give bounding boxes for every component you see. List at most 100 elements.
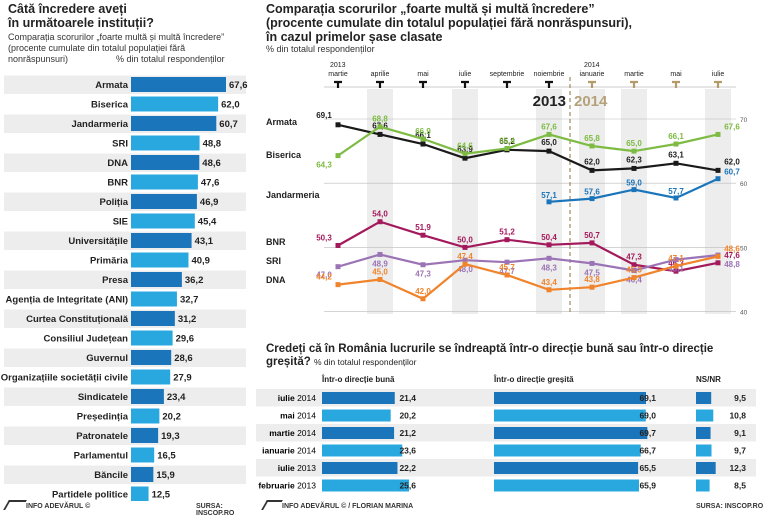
direction-bar bbox=[696, 462, 716, 474]
data-point bbox=[462, 261, 468, 267]
data-point bbox=[420, 136, 426, 142]
direction-row-label: iulie 2014 bbox=[278, 393, 317, 403]
direction-bar bbox=[322, 409, 391, 422]
bar-value-label: 15,9 bbox=[156, 470, 175, 481]
direction-row-month: mai bbox=[280, 411, 297, 421]
data-label: 63,1 bbox=[668, 150, 684, 159]
data-point bbox=[377, 131, 383, 137]
bar-value-label: 48,6 bbox=[202, 158, 221, 169]
direction-row-year: 2014 bbox=[297, 446, 316, 456]
series-name-label: BNR bbox=[266, 237, 286, 247]
direction-bar bbox=[322, 392, 395, 404]
left-subtitle: Comparația scorurilor „foarte multă și m… bbox=[8, 32, 248, 65]
data-point bbox=[673, 141, 679, 147]
left-title-line1: Câtă încredere aveți bbox=[8, 2, 127, 16]
institutions-bar-chart: Armata 67,6 Biserica 62,0 Jandarmeria 60,7 SRI… bbox=[1, 75, 248, 501]
left-subtitle-line2: (procente cumulate din totalul populație… bbox=[8, 43, 186, 53]
series-name-label: Jandarmeria bbox=[266, 190, 321, 200]
data-label: 48,6 bbox=[724, 244, 740, 253]
data-point bbox=[631, 187, 637, 193]
direction-value-label: 10,8 bbox=[729, 411, 746, 421]
bar-value-label: 62,0 bbox=[221, 100, 240, 111]
adevarul-logo-icon-right bbox=[261, 500, 283, 510]
bar-value-label: 19,3 bbox=[161, 431, 180, 442]
data-point bbox=[589, 143, 595, 149]
direction-value-label: 9,5 bbox=[734, 393, 746, 403]
data-label: 62,0 bbox=[724, 157, 740, 166]
direction-value-label: 65,5 bbox=[639, 463, 656, 473]
bar-category-label: Organizațiile societății civile bbox=[1, 373, 128, 384]
month-marker-icon bbox=[376, 80, 384, 88]
bar-value-label: 67,6 bbox=[229, 80, 248, 91]
data-label: 59,0 bbox=[626, 179, 642, 188]
data-label: 51,9 bbox=[415, 223, 431, 232]
data-point bbox=[631, 148, 637, 154]
trust-line-chart: 70 60 50 40 martie aprilie mai iulie septembrie n… bbox=[266, 62, 748, 317]
direction-value-label: 20,2 bbox=[399, 411, 416, 421]
data-label: 42,0 bbox=[415, 287, 431, 296]
data-label: 47,5 bbox=[584, 268, 600, 277]
bar-row-bg bbox=[4, 309, 246, 328]
direction-bar bbox=[494, 409, 646, 422]
direction-bar bbox=[494, 462, 639, 474]
direction-value-label: 12,3 bbox=[729, 463, 746, 473]
bar bbox=[131, 155, 200, 170]
data-label: 65,2 bbox=[499, 137, 515, 146]
data-point bbox=[462, 151, 468, 157]
left-footer-right: SURSA: INSCOP.RO bbox=[196, 503, 235, 517]
data-point bbox=[589, 167, 595, 173]
direction-value-label: 69,7 bbox=[639, 428, 656, 438]
x-axis-label: noiembrie bbox=[534, 71, 565, 78]
data-label: 48,1 bbox=[668, 265, 684, 274]
data-label: 48,8 bbox=[724, 260, 740, 269]
data-label: 47,6 bbox=[724, 251, 740, 260]
data-point bbox=[589, 196, 595, 202]
left-title-line2: în următoarele instituții? bbox=[8, 16, 154, 30]
data-point bbox=[673, 257, 679, 263]
data-label: 45,3 bbox=[626, 266, 642, 275]
direction-value-label: 21,4 bbox=[399, 393, 416, 403]
data-point bbox=[504, 237, 510, 243]
bar-row-bg bbox=[4, 368, 246, 387]
bar bbox=[131, 194, 197, 209]
data-label: 60,7 bbox=[724, 168, 740, 177]
bar bbox=[131, 369, 171, 385]
series-name-label: DNA bbox=[266, 275, 286, 285]
bar-value-label: 48,8 bbox=[203, 139, 222, 150]
direction-row-label: martie 2014 bbox=[269, 428, 316, 438]
year-label-2013: 2013 bbox=[330, 62, 346, 69]
bar-value-label: 31,2 bbox=[178, 314, 197, 325]
bar-category-label: Președinția bbox=[77, 412, 129, 423]
bar-category-label: Presa bbox=[102, 275, 129, 286]
data-point bbox=[377, 219, 383, 225]
data-point bbox=[673, 268, 679, 274]
direction-column-header: Într-o direcție bună bbox=[321, 375, 395, 384]
bar bbox=[131, 408, 160, 424]
right-title: Comparația scorurilor „foarte multă și m… bbox=[266, 2, 766, 44]
left-panel: Câtă încredere aveți în următoarele inst… bbox=[0, 0, 249, 517]
bar-value-label: 46,9 bbox=[200, 197, 219, 208]
left-unit-note: % din totalul respondenților bbox=[116, 54, 225, 64]
data-label: 65,0 bbox=[541, 138, 557, 147]
data-label: 48,0 bbox=[457, 265, 473, 274]
data-label: 43,8 bbox=[584, 275, 600, 284]
data-label: 66,1 bbox=[415, 131, 431, 140]
direction-row-month: ianuarie bbox=[262, 446, 297, 456]
data-label: 54,0 bbox=[372, 210, 388, 219]
data-label: 50,0 bbox=[457, 235, 473, 244]
bar bbox=[131, 330, 173, 346]
bar-category-label: Curtea Constituțională bbox=[26, 314, 129, 325]
data-label: 63,9 bbox=[457, 145, 473, 154]
data-point bbox=[546, 287, 552, 293]
right-footer-left: INFO ADEVĂRUL © / FLORIAN MARINA bbox=[282, 503, 414, 510]
month-marker-icon bbox=[672, 80, 680, 88]
right-footer-right: SURSA: INSCOP.RO bbox=[696, 503, 764, 510]
data-point bbox=[673, 160, 679, 166]
direction-bar bbox=[494, 479, 639, 492]
data-point bbox=[377, 124, 383, 130]
direction-bar bbox=[322, 427, 395, 439]
data-label: 62,3 bbox=[626, 155, 642, 164]
data-label: 65,4 bbox=[499, 137, 515, 146]
bar-category-label: BNR bbox=[107, 178, 128, 189]
data-label: 51,2 bbox=[499, 228, 515, 237]
